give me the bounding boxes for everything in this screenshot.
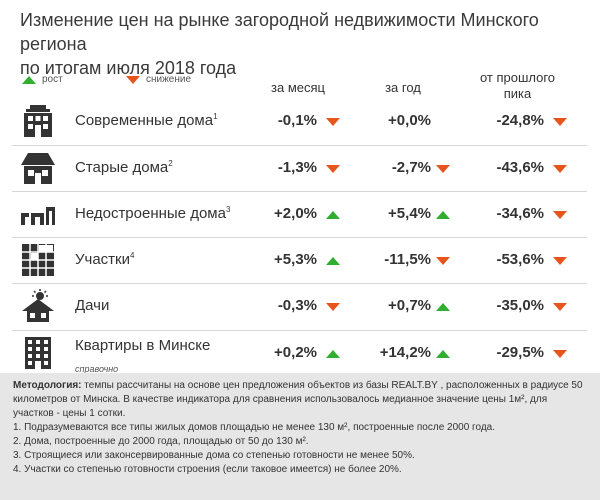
triangle-down-icon	[326, 303, 340, 311]
table-row: Квартиры в Минске справочно +0,2% +14,2% -29…	[0, 331, 600, 375]
triangle-down-icon	[553, 118, 567, 126]
row-divider	[12, 145, 587, 146]
legend-down: снижение	[126, 74, 191, 85]
row-label-text: Участки	[75, 251, 130, 268]
triangle-down-icon	[326, 165, 340, 173]
column-header-peak: от прошлого пика	[455, 70, 580, 102]
value-peak: -53,6%	[496, 251, 544, 268]
triangle-up-icon	[326, 350, 340, 358]
methodology-text: темпы рассчитаны на основе цен предложен…	[13, 380, 583, 419]
table-row: Дачи -0,3% +0,7% -35,0%	[0, 284, 600, 328]
triangle-down-icon	[126, 75, 140, 84]
triangle-up-icon	[436, 303, 450, 311]
row-divider	[12, 330, 587, 331]
value-peak: -43,6%	[496, 159, 544, 176]
row-label: Квартиры в Минске	[75, 337, 210, 354]
footnote-4: 4. Участки со степенью готовности строен…	[13, 464, 402, 475]
footnote-2: 2. Дома, построенные до 2000 года, площа…	[13, 436, 309, 447]
row-label: Недостроенные дома3	[75, 205, 230, 222]
value-year: -11,5%	[384, 251, 431, 268]
triangle-down-icon	[553, 211, 567, 219]
row-divider	[12, 237, 587, 238]
value-peak: -34,6%	[496, 205, 544, 222]
value-month: +0,2%	[274, 344, 317, 361]
column-header-peak-line-2: пика	[503, 86, 532, 101]
methodology-label: Методология:	[13, 380, 82, 391]
value-peak: -29,5%	[496, 344, 544, 361]
triangle-up-icon	[326, 257, 340, 265]
value-year: +5,4%	[388, 205, 431, 222]
footnote-marker: 1	[213, 112, 218, 121]
triangle-down-icon	[436, 257, 450, 265]
row-label: Современные дома1	[75, 112, 218, 129]
value-year: +0,7%	[388, 297, 431, 314]
table-row: Старые дома2 -1,3% -2,7% -43,6%	[0, 146, 600, 190]
value-year: +0,0%	[388, 112, 431, 129]
value-year: -2,7%	[391, 159, 431, 176]
land-plot-icon	[18, 243, 58, 277]
column-header-peak-line-1: от прошлого	[479, 70, 556, 85]
row-label-text: Недостроенные дома	[75, 205, 226, 222]
value-year: +14,2%	[379, 344, 431, 361]
triangle-down-icon	[553, 165, 567, 173]
column-header-year: за год	[385, 80, 421, 95]
triangle-up-icon	[436, 211, 450, 219]
dacha-icon	[18, 289, 58, 323]
table-row: Недостроенные дома3 +2,0% +5,4% -34,6%	[0, 192, 600, 236]
row-label: Участки4	[75, 251, 134, 268]
column-header-month: за месяц	[271, 80, 325, 95]
row-divider	[12, 191, 587, 192]
legend-up: рост	[22, 74, 63, 85]
legend-up-label: рост	[42, 74, 63, 85]
row-label-text: Квартиры в Минске	[75, 337, 211, 354]
value-peak: -24,8%	[496, 112, 544, 129]
triangle-down-icon	[436, 165, 450, 173]
row-label-text: Дачи	[75, 297, 110, 314]
row-label: Старые дома2	[75, 159, 173, 176]
row-label-text: Старые дома	[75, 159, 169, 176]
legend-down-label: снижение	[146, 74, 192, 85]
triangle-down-icon	[326, 118, 340, 126]
methodology-footer: Методология: темпы рассчитаны на основе …	[0, 373, 600, 500]
value-month: -0,3%	[277, 297, 317, 314]
page-title: Изменение цен на рынке загородной недвиж…	[20, 8, 590, 80]
row-label: Дачи	[75, 297, 109, 314]
value-peak: -35,0%	[496, 297, 544, 314]
footnote-marker: 3	[225, 205, 231, 214]
value-month: -1,3%	[277, 159, 317, 176]
row-divider	[12, 283, 587, 284]
footnote-3: 3. Строящиеся или законсервированные дом…	[13, 450, 415, 461]
value-month: -0,1%	[277, 112, 317, 129]
footnote-marker: 4	[130, 251, 135, 260]
old-house-icon	[18, 151, 58, 185]
footnote-marker: 2	[168, 159, 173, 168]
value-month: +5,3%	[274, 251, 317, 268]
triangle-down-icon	[553, 257, 567, 265]
row-label-text: Современные дома	[75, 112, 214, 129]
footnote-1: 1. Подразумеваются все типы жилых домов …	[13, 422, 495, 433]
apartment-building-icon	[18, 336, 58, 370]
triangle-up-icon	[326, 211, 340, 219]
row-sublabel: справочно	[75, 364, 119, 374]
unfinished-house-icon	[18, 197, 58, 231]
triangle-down-icon	[553, 303, 567, 311]
triangle-down-icon	[553, 350, 567, 358]
triangle-up-icon	[22, 75, 36, 84]
table-row: Участки4 +5,3% -11,5% -53,6%	[0, 238, 600, 282]
title-line-2: по итогам июля 2018 года	[20, 58, 237, 78]
triangle-up-icon	[436, 350, 450, 358]
table-row: Современные дома1 -0,1% +0,0% -24,8%	[0, 99, 600, 143]
modern-house-icon	[18, 104, 58, 138]
title-line-1: Изменение цен на рынке загородной недвиж…	[20, 10, 539, 54]
value-month: +2,0%	[274, 205, 317, 222]
